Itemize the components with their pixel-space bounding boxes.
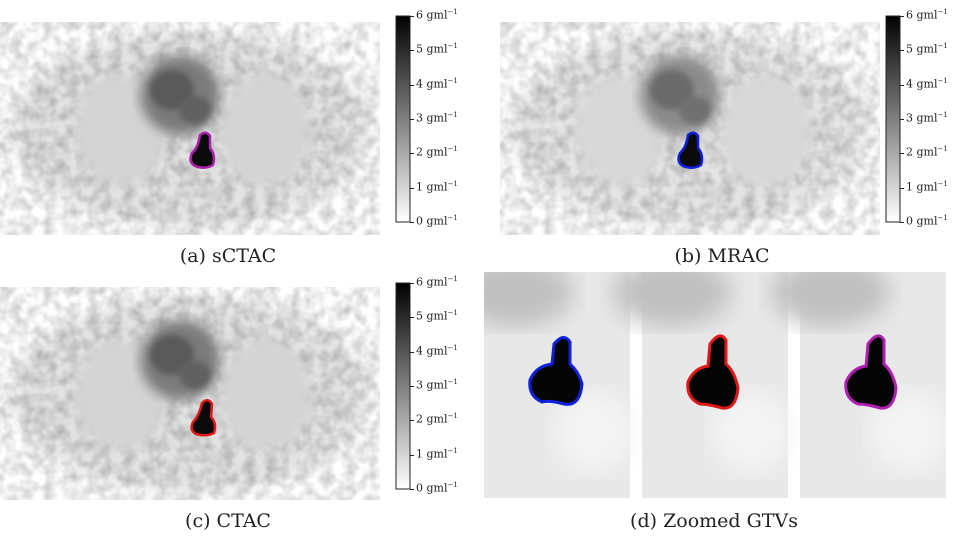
colorbar-tick-label: 1 gml−1 bbox=[906, 179, 948, 194]
colorbar-b: 6 gml−1 5 gml−1 4 gml−1 3 gml−1 2 gml−1 1 gml… bbox=[885, 8, 954, 228]
colorbar-tick-label: 2 gml−1 bbox=[906, 145, 948, 159]
colorbar-tick-mark bbox=[900, 84, 904, 86]
colorbar-tick-mark bbox=[410, 222, 414, 223]
pet-image-sctac bbox=[0, 20, 380, 235]
caption-d: (d) Zoomed GTVs bbox=[630, 510, 798, 532]
colorbar-tick-mark bbox=[410, 489, 414, 490]
colorbar-tick-mark bbox=[410, 386, 414, 387]
colorbar-tick-mark bbox=[900, 187, 904, 189]
colorbar-tick-mark bbox=[900, 16, 904, 17]
colorbar-a: 6 gml−1 5 gml−1 4 gml−1 3 gml−1 2 gml−1 1 gml… bbox=[395, 8, 475, 228]
gtv-contour bbox=[190, 399, 217, 437]
colorbar-tick-label: 2 gml−1 bbox=[416, 412, 458, 426]
pet-image-mrac bbox=[500, 20, 880, 235]
colorbar-tick-mark bbox=[410, 153, 414, 155]
colorbar-tick-label: 3 gml−1 bbox=[416, 111, 458, 125]
colorbar-tick-label: 4 gml−1 bbox=[416, 343, 458, 358]
colorbar-tick-label: 4 gml−1 bbox=[416, 76, 458, 91]
colorbar-tick-label: 6 gml−1 bbox=[906, 8, 948, 22]
colorbar-tick-label: 6 gml−1 bbox=[416, 8, 458, 22]
colorbar-tick-label: 4 gml−1 bbox=[906, 76, 948, 91]
zoom-tile-mrac bbox=[454, 257, 634, 498]
colorbar-tick-mark bbox=[900, 50, 904, 52]
colorbar-tick-mark bbox=[900, 119, 904, 120]
colorbar-tick-label: 2 gml−1 bbox=[416, 145, 458, 159]
colorbar-tick-label: 5 gml−1 bbox=[906, 42, 948, 56]
colorbar-tick-mark bbox=[410, 84, 414, 86]
gtv-contour bbox=[189, 131, 216, 169]
caption-c: (c) CTAC bbox=[185, 510, 271, 532]
colorbar-tick-mark bbox=[410, 351, 414, 353]
caption-a: (a) sCTAC bbox=[179, 245, 277, 267]
colorbar-tick-label: 5 gml−1 bbox=[416, 309, 458, 323]
colorbar-tick-label: 0 gml−1 bbox=[416, 481, 458, 495]
colorbar-tick-mark bbox=[410, 454, 414, 456]
colorbar-tick-mark bbox=[410, 119, 414, 120]
colorbar-tick-label: 1 gml−1 bbox=[416, 179, 458, 194]
colorbar-tick-mark bbox=[410, 420, 414, 422]
colorbar-tick-label: 0 gml−1 bbox=[416, 214, 458, 228]
colorbar-tick-label: 6 gml−1 bbox=[416, 275, 458, 289]
caption-b: (b) MRAC bbox=[674, 245, 770, 267]
colorbar-tick-label: 3 gml−1 bbox=[416, 378, 458, 392]
gtv-contour bbox=[677, 131, 704, 169]
colorbar-tick-label: 0 gml−1 bbox=[906, 214, 948, 228]
pet-image-ctac bbox=[0, 285, 380, 500]
colorbar-tick-label: 1 gml−1 bbox=[416, 446, 458, 461]
colorbar-tick-mark bbox=[410, 283, 414, 284]
zoom-tile-ctac bbox=[612, 257, 792, 498]
colorbar-tick-label: 5 gml−1 bbox=[416, 42, 458, 56]
zoom-tile-sctac bbox=[770, 257, 950, 498]
colorbar-tick-mark bbox=[900, 222, 904, 223]
colorbar-tick-label: 3 gml−1 bbox=[906, 111, 948, 125]
colorbar-tick-mark bbox=[410, 187, 414, 189]
zoomed-gtvs bbox=[454, 257, 950, 498]
colorbar-c: 6 gml−1 5 gml−1 4 gml−1 3 gml−1 2 gml−1 1 gml… bbox=[395, 275, 475, 495]
colorbar-tick-mark bbox=[900, 153, 904, 155]
colorbar-tick-mark bbox=[410, 16, 414, 17]
colorbar-tick-mark bbox=[410, 317, 414, 319]
colorbar-tick-mark bbox=[410, 50, 414, 52]
